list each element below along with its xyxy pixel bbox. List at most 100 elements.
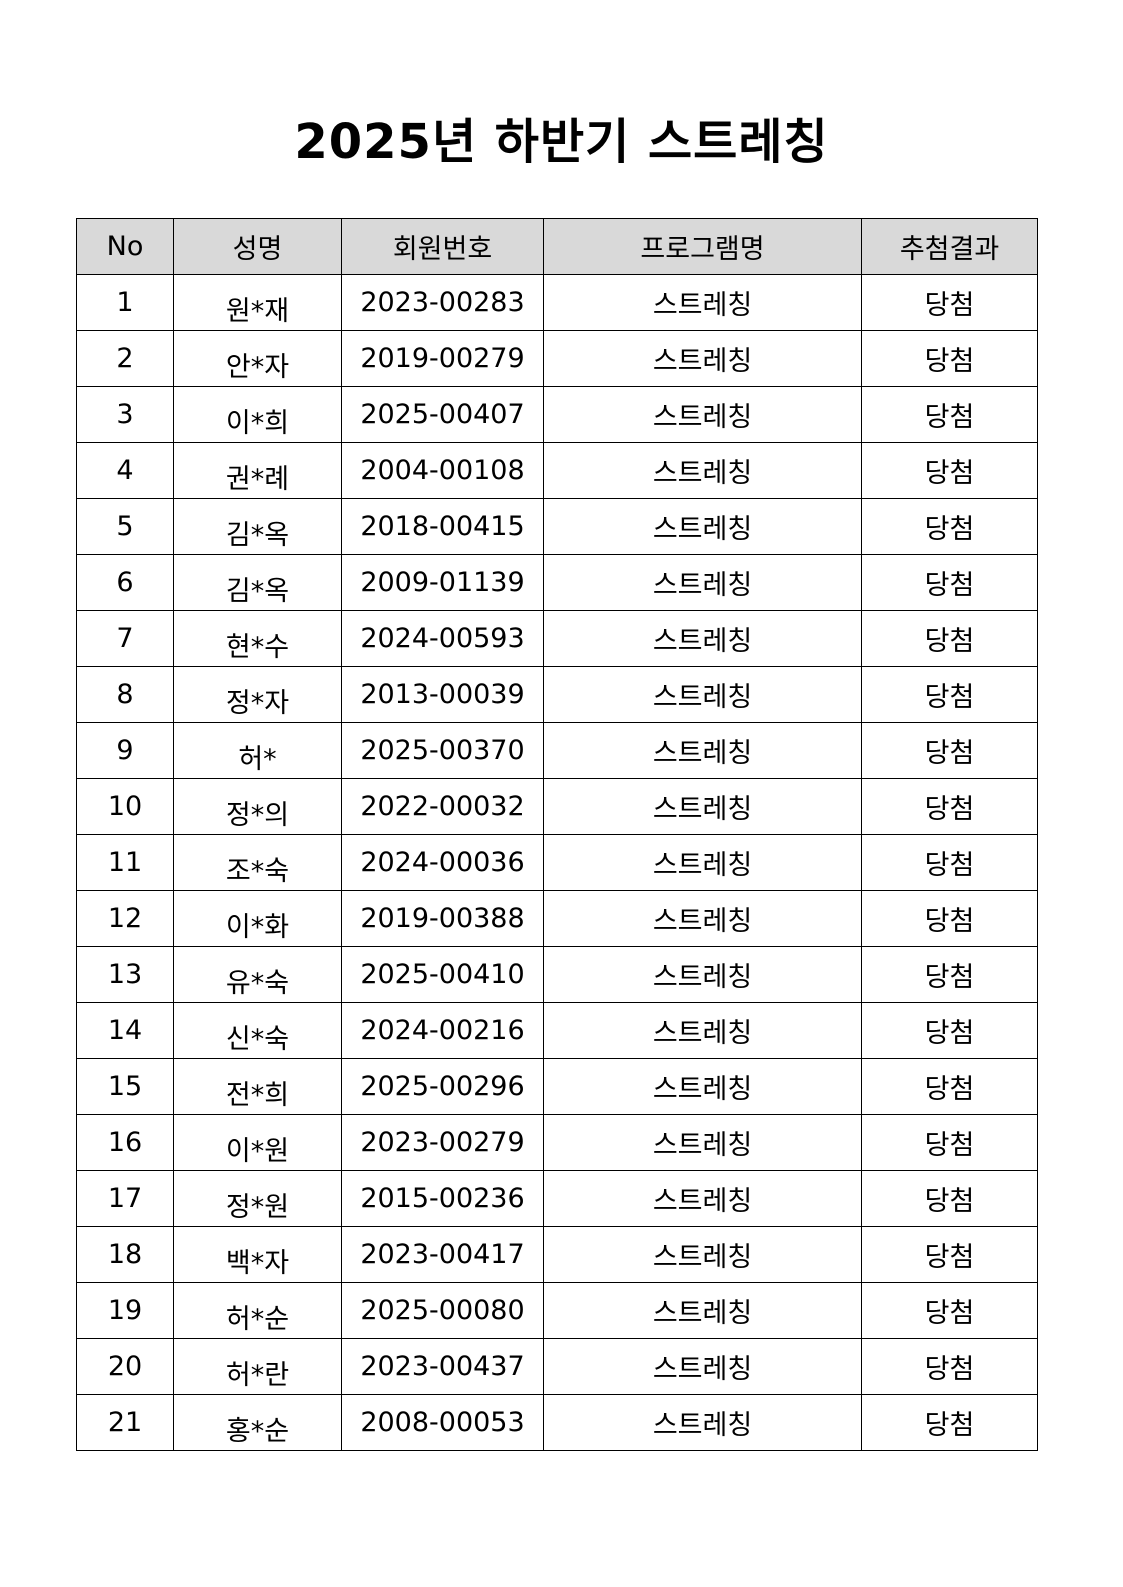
cell-no: 4 bbox=[76, 442, 174, 499]
table-row: 20 허*란 2023-00437 스트레칭 당첨 bbox=[76, 1338, 1038, 1395]
table-body: 1 원*재 2023-00283 스트레칭 당첨 2 안*자 2019-00279 스트레칭 당첨… bbox=[76, 274, 1038, 1451]
cell-name: 이*희 bbox=[173, 386, 342, 443]
table-row: 2 안*자 2019-00279 스트레칭 당첨 bbox=[76, 330, 1038, 387]
cell-member-id: 2024-00593 bbox=[341, 610, 544, 667]
cell-no: 10 bbox=[76, 778, 174, 835]
cell-program: 스트레칭 bbox=[543, 1338, 862, 1395]
cell-name: 권*례 bbox=[173, 442, 342, 499]
member-name: 김*옥 bbox=[225, 520, 290, 551]
member-name: 조*숙 bbox=[225, 856, 290, 887]
cell-no: 7 bbox=[76, 610, 174, 667]
cell-result: 당첨 bbox=[861, 330, 1038, 387]
member-name: 안*자 bbox=[225, 352, 290, 383]
header-no: No bbox=[76, 218, 174, 275]
cell-no: 19 bbox=[76, 1282, 174, 1339]
cell-result: 당첨 bbox=[861, 442, 1038, 499]
cell-program: 스트레칭 bbox=[543, 1170, 862, 1227]
cell-program: 스트레칭 bbox=[543, 442, 862, 499]
cell-program: 스트레칭 bbox=[543, 890, 862, 947]
cell-member-id: 2018-00415 bbox=[341, 498, 544, 555]
table-header: No 성명 회원번호 프로그램명 추첨결과 bbox=[76, 218, 1038, 275]
cell-name: 김*옥 bbox=[173, 554, 342, 611]
cell-member-id: 2015-00236 bbox=[341, 1170, 544, 1227]
cell-member-id: 2025-00080 bbox=[341, 1282, 544, 1339]
member-name: 홍*순 bbox=[225, 1416, 290, 1447]
cell-no: 2 bbox=[76, 330, 174, 387]
cell-member-id: 2004-00108 bbox=[341, 442, 544, 499]
member-name: 백*자 bbox=[225, 1248, 290, 1279]
cell-program: 스트레칭 bbox=[543, 498, 862, 555]
cell-program: 스트레칭 bbox=[543, 1282, 862, 1339]
cell-result: 당첨 bbox=[861, 498, 1038, 555]
cell-member-id: 2025-00296 bbox=[341, 1058, 544, 1115]
member-name: 이*화 bbox=[225, 912, 290, 943]
cell-name: 허*란 bbox=[173, 1338, 342, 1395]
cell-result: 당첨 bbox=[861, 890, 1038, 947]
cell-member-id: 2023-00283 bbox=[341, 274, 544, 331]
cell-name: 이*화 bbox=[173, 890, 342, 947]
cell-program: 스트레칭 bbox=[543, 1114, 862, 1171]
cell-no: 6 bbox=[76, 554, 174, 611]
cell-no: 21 bbox=[76, 1394, 174, 1451]
cell-program: 스트레칭 bbox=[543, 1226, 862, 1283]
cell-result: 당첨 bbox=[861, 274, 1038, 331]
table-row: 13 유*숙 2025-00410 스트레칭 당첨 bbox=[76, 946, 1038, 1003]
cell-name: 안*자 bbox=[173, 330, 342, 387]
cell-no: 11 bbox=[76, 834, 174, 891]
table-row: 7 현*수 2024-00593 스트레칭 당첨 bbox=[76, 610, 1038, 667]
member-name: 허* bbox=[238, 744, 277, 775]
member-name: 신*숙 bbox=[225, 1024, 290, 1055]
cell-result: 당첨 bbox=[861, 778, 1038, 835]
cell-no: 16 bbox=[76, 1114, 174, 1171]
cell-result: 당첨 bbox=[861, 666, 1038, 723]
table-row: 9 허* 2025-00370 스트레칭 당첨 bbox=[76, 722, 1038, 779]
member-name: 원*재 bbox=[225, 296, 290, 327]
cell-result: 당첨 bbox=[861, 1226, 1038, 1283]
cell-program: 스트레칭 bbox=[543, 946, 862, 1003]
member-name: 김*옥 bbox=[225, 576, 290, 607]
member-name: 정*의 bbox=[225, 800, 290, 831]
cell-program: 스트레칭 bbox=[543, 834, 862, 891]
table-row: 8 정*자 2013-00039 스트레칭 당첨 bbox=[76, 666, 1038, 723]
cell-member-id: 2022-00032 bbox=[341, 778, 544, 835]
member-name: 허*란 bbox=[225, 1360, 290, 1391]
cell-member-id: 2008-00053 bbox=[341, 1394, 544, 1451]
cell-name: 이*원 bbox=[173, 1114, 342, 1171]
cell-no: 9 bbox=[76, 722, 174, 779]
cell-no: 14 bbox=[76, 1002, 174, 1059]
cell-program: 스트레칭 bbox=[543, 1002, 862, 1059]
cell-name: 백*자 bbox=[173, 1226, 342, 1283]
header-row: No 성명 회원번호 프로그램명 추첨결과 bbox=[76, 218, 1038, 275]
table-row: 11 조*숙 2024-00036 스트레칭 당첨 bbox=[76, 834, 1038, 891]
cell-name: 홍*순 bbox=[173, 1394, 342, 1451]
cell-member-id: 2019-00279 bbox=[341, 330, 544, 387]
cell-no: 17 bbox=[76, 1170, 174, 1227]
table-row: 12 이*화 2019-00388 스트레칭 당첨 bbox=[76, 890, 1038, 947]
cell-program: 스트레칭 bbox=[543, 1058, 862, 1115]
member-name: 이*원 bbox=[225, 1136, 290, 1167]
cell-member-id: 2025-00410 bbox=[341, 946, 544, 1003]
cell-result: 당첨 bbox=[861, 1282, 1038, 1339]
cell-no: 18 bbox=[76, 1226, 174, 1283]
cell-program: 스트레칭 bbox=[543, 554, 862, 611]
cell-name: 허*순 bbox=[173, 1282, 342, 1339]
cell-program: 스트레칭 bbox=[543, 610, 862, 667]
cell-result: 당첨 bbox=[861, 386, 1038, 443]
cell-no: 15 bbox=[76, 1058, 174, 1115]
lottery-results-table: No 성명 회원번호 프로그램명 추첨결과 1 원*재 2023-00283 스트레칭… bbox=[76, 218, 1038, 1451]
cell-result: 당첨 bbox=[861, 610, 1038, 667]
table-row: 4 권*례 2004-00108 스트레칭 당첨 bbox=[76, 442, 1038, 499]
cell-no: 5 bbox=[76, 498, 174, 555]
cell-member-id: 2025-00370 bbox=[341, 722, 544, 779]
table-row: 3 이*희 2025-00407 스트레칭 당첨 bbox=[76, 386, 1038, 443]
cell-program: 스트레칭 bbox=[543, 1394, 862, 1451]
member-name: 유*숙 bbox=[225, 968, 290, 999]
cell-result: 당첨 bbox=[861, 1170, 1038, 1227]
cell-member-id: 2009-01139 bbox=[341, 554, 544, 611]
cell-member-id: 2019-00388 bbox=[341, 890, 544, 947]
cell-member-id: 2024-00036 bbox=[341, 834, 544, 891]
cell-name: 정*의 bbox=[173, 778, 342, 835]
cell-program: 스트레칭 bbox=[543, 274, 862, 331]
cell-no: 8 bbox=[76, 666, 174, 723]
cell-result: 당첨 bbox=[861, 1114, 1038, 1171]
